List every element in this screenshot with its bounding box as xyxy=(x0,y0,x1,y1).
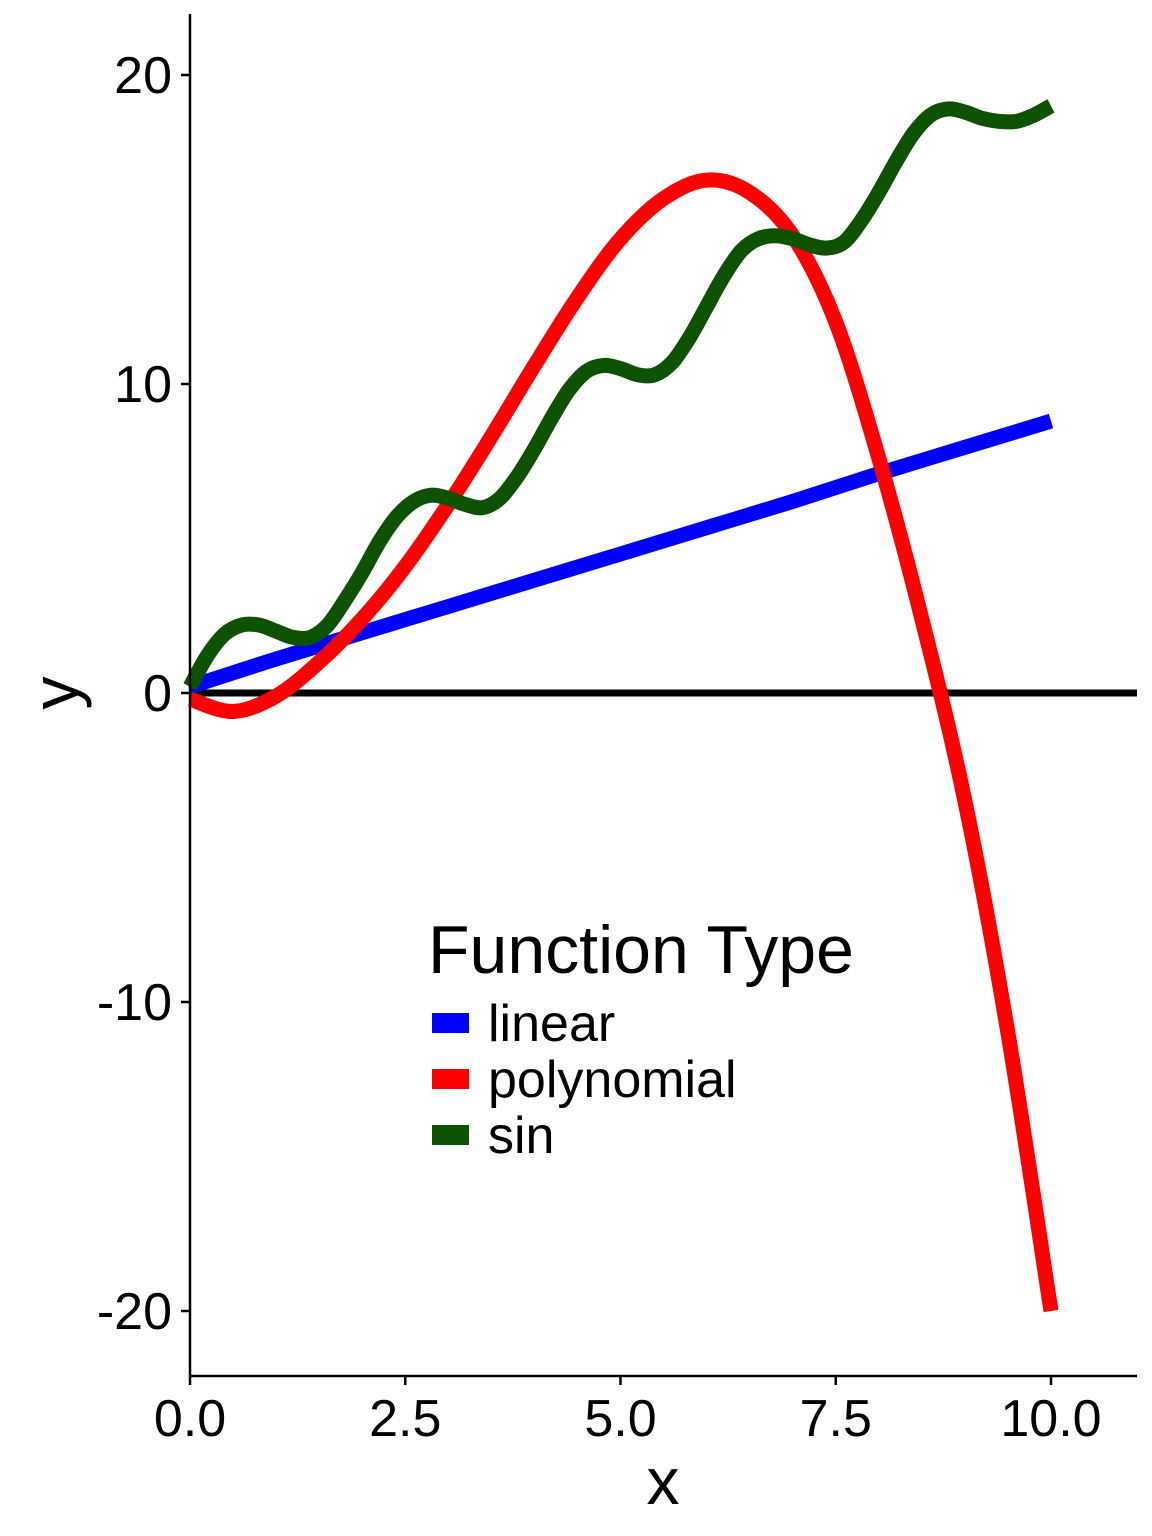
y-tick-label: 20 xyxy=(114,47,172,105)
y-tick-label: 10 xyxy=(114,356,172,414)
legend-title: Function Type xyxy=(428,912,854,988)
x-axis-title: x xyxy=(647,1444,680,1518)
legend-swatch-polynomial xyxy=(432,1069,469,1089)
ticks-layer: 0.0 2.5 5.0 7.5 10.0 -20 -10 0 10 20 xyxy=(97,47,1102,1448)
series-line-sin xyxy=(183,99,1055,691)
y-tick-label: -10 xyxy=(97,974,172,1032)
legend-swatch-linear xyxy=(432,1013,469,1033)
axes-layer xyxy=(188,14,1137,1378)
y-axis-title: y xyxy=(18,677,92,710)
legend-label-polynomial: polynomial xyxy=(488,1051,737,1109)
series-layer xyxy=(183,99,1059,1313)
x-tick-label: 5.0 xyxy=(584,1390,656,1448)
x-tick-label: 2.5 xyxy=(369,1390,441,1448)
x-tick-label: 0.0 xyxy=(154,1390,226,1448)
legend-swatch-sin xyxy=(432,1125,469,1145)
y-tick-label: 0 xyxy=(143,665,172,723)
x-tick-label: 10.0 xyxy=(1000,1390,1101,1448)
x-tick-label: 7.5 xyxy=(800,1390,872,1448)
legend-label-linear: linear xyxy=(488,995,615,1053)
series-line-polynomial xyxy=(187,172,1059,1313)
legend-label-sin: sin xyxy=(488,1107,554,1165)
y-tick-label: -20 xyxy=(97,1283,172,1341)
